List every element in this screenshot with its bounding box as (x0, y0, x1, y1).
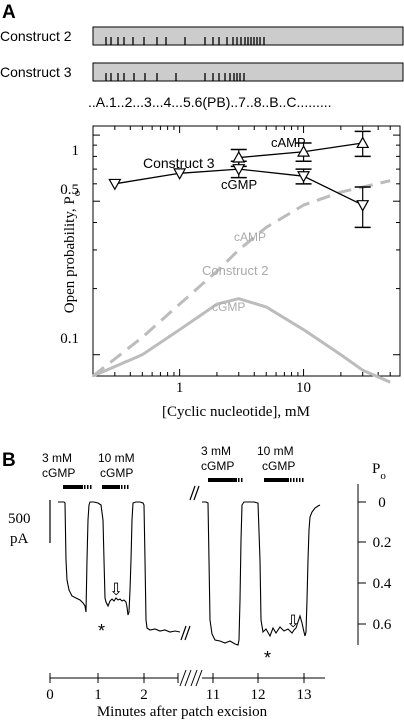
annotation-construct-2: Construct 2 (202, 263, 268, 278)
stim-1-drug: cGMP (42, 466, 75, 480)
y-tick-label-0.5: 0.5 (60, 182, 79, 198)
annotation-construct-3: Construct 3 (143, 155, 215, 171)
arrow-right: ⇩ (286, 612, 300, 631)
point-cgmp-30mM (356, 200, 370, 212)
point-camp-30mM (356, 136, 370, 149)
po-tick-0.2: 0.2 (373, 535, 392, 551)
time-tick-2: 2 (140, 687, 148, 703)
point-cgmp-3mM (232, 164, 246, 176)
construct-3-bar (92, 62, 404, 82)
po-tick-0.6: 0.6 (373, 617, 392, 633)
stim-1-conc: 3 mM (42, 451, 72, 465)
y-axis-label: Open probability, Po (62, 190, 83, 313)
stim-3-conc: 3 mM (201, 444, 231, 458)
po-tick-0.4: 0.4 (373, 576, 392, 592)
panel-b-label: B (2, 450, 16, 471)
chart-ticks (93, 126, 400, 376)
annotation-camp-c3: cAMP (271, 135, 306, 150)
point-camp-3mM (232, 150, 246, 163)
curve-construct-2-cgmp (92, 297, 391, 384)
time-axis (49, 669, 325, 687)
curve-construct-2-camp (92, 179, 391, 378)
construct-2-ticks (105, 37, 265, 45)
stim-3-drug: cGMP (201, 459, 234, 473)
domain-string: ..A.1..2...3...4...5.6(PB)..7..8..B..C..… (88, 94, 332, 110)
point-camp-10mM (297, 144, 311, 157)
time-axis-label: Minutes after patch excision (97, 704, 268, 720)
po-tick-0: 0 (378, 495, 386, 511)
arrow-left: ⇩ (109, 580, 123, 599)
asterisk-left: * (98, 621, 105, 641)
stim-4-drug: cGMP (262, 459, 295, 473)
time-tick-12: 12 (251, 687, 266, 703)
scale-bar-value: 500 (8, 511, 31, 527)
stimulus-bars (63, 478, 304, 489)
x-tick-label-1: 1 (176, 380, 184, 396)
x-axis-label: [Cyclic nucleotide], mM (162, 404, 310, 420)
point-cgmp-10mM (297, 171, 311, 183)
stim-2-drug: cGMP (100, 466, 133, 480)
annotation-camp-c2: cAMP (234, 230, 266, 244)
scale-bar-unit: pA (10, 531, 29, 547)
trace-right (202, 501, 321, 646)
point-cgmp-1mM (173, 168, 187, 181)
construct-2-curves (92, 179, 391, 384)
construct-3-ticks (105, 73, 245, 81)
trace-break-marks (180, 485, 200, 641)
asterisk-right: * (264, 648, 271, 668)
time-tick-0: 0 (46, 687, 54, 703)
po-chart: 1 0.5 0.1 1 10 Open probability, Po [Cyc… (60, 125, 401, 420)
construct-2-label: Construct 2 (0, 28, 72, 44)
annotation-cgmp-c2: cGMP (212, 300, 245, 314)
construct-3-label: Construct 3 (0, 64, 72, 80)
time-tick-1: 1 (94, 687, 102, 703)
trace-left (58, 501, 181, 633)
time-tick-11: 11 (206, 687, 220, 703)
po-axis (357, 484, 366, 645)
data-points (108, 136, 370, 212)
time-tick-13: 13 (297, 687, 312, 703)
stim-4-conc: 10 mM (257, 444, 294, 458)
y-tick-label-1: 1 (72, 143, 80, 159)
annotation-cgmp-c3: cGMP (221, 177, 257, 192)
panel-a-label: A (2, 2, 16, 23)
x-tick-label-10: 10 (296, 380, 311, 396)
chart-frame (92, 125, 401, 377)
point-cgmp-0.3mM (108, 178, 122, 191)
y-tick-label-0.1: 0.1 (60, 331, 79, 347)
stim-2-conc: 10 mM (98, 451, 135, 465)
po-axis-label: Po (372, 461, 386, 482)
